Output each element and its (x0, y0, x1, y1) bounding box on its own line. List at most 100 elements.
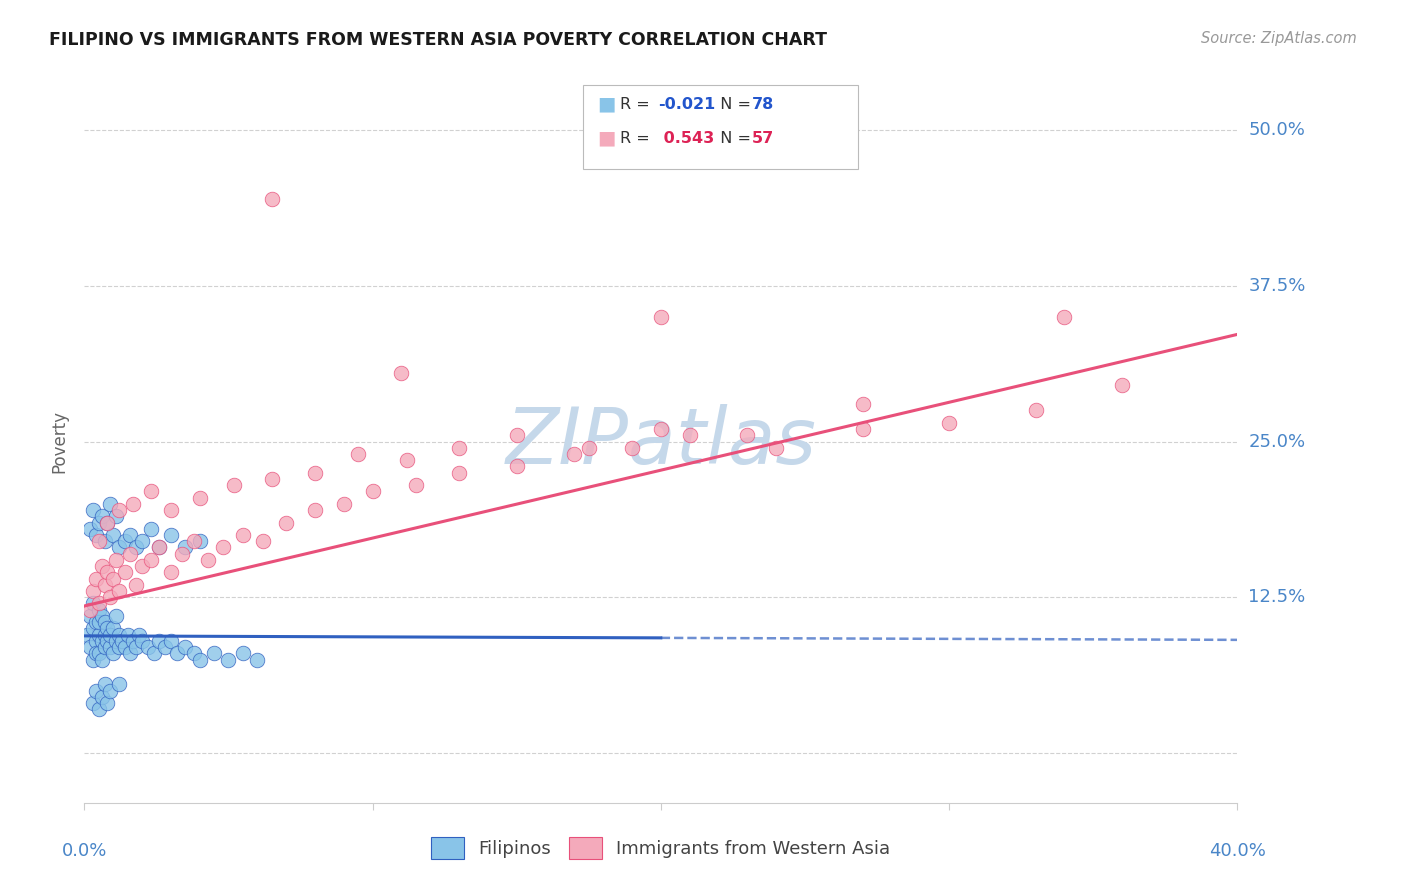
Point (172, 547, 194, 561)
Point (202, 646, 225, 660)
Point (122, 633, 145, 648)
Point (96, 621, 118, 635)
Point (114, 640, 136, 654)
Point (79, 603, 101, 617)
Point (82, 597, 104, 611)
Point (82, 584, 104, 599)
Point (128, 627, 150, 641)
Point (174, 640, 197, 654)
Point (98, 497, 121, 511)
Point (506, 428, 529, 442)
Text: N =: N = (710, 97, 756, 112)
Point (621, 441, 644, 455)
Point (87, 646, 110, 660)
Point (114, 534, 136, 549)
Point (90, 509, 112, 524)
Point (211, 541, 233, 555)
Text: 25.0%: 25.0% (1249, 433, 1306, 450)
Point (224, 478, 246, 492)
Y-axis label: Poverty: Poverty (51, 410, 69, 473)
Point (93, 615, 115, 630)
Text: 0.543: 0.543 (658, 131, 714, 145)
Point (93, 578, 115, 592)
Point (96, 696, 118, 710)
Point (98, 640, 121, 654)
Point (564, 447, 586, 461)
Point (396, 453, 419, 467)
Point (79, 640, 101, 654)
Point (232, 646, 254, 660)
Point (90, 633, 112, 648)
Point (98, 627, 121, 641)
Point (84, 683, 107, 698)
Point (148, 541, 170, 555)
Point (276, 516, 298, 530)
Point (105, 509, 128, 524)
Point (142, 646, 165, 660)
Point (105, 609, 128, 624)
Point (188, 652, 211, 666)
Point (84, 633, 107, 648)
Point (103, 572, 124, 586)
Point (84, 572, 107, 586)
Text: ZIPatlas: ZIPatlas (505, 403, 817, 480)
Text: N =: N = (710, 131, 756, 145)
Point (160, 503, 183, 517)
Point (160, 566, 183, 580)
Point (650, 422, 672, 436)
Text: 12.5%: 12.5% (1249, 588, 1306, 607)
Point (938, 416, 960, 430)
Point (96, 633, 118, 648)
Point (108, 503, 131, 517)
Point (82, 621, 104, 635)
Point (148, 541, 170, 555)
Point (188, 534, 211, 549)
Point (578, 441, 600, 455)
Text: -0.021: -0.021 (658, 97, 716, 112)
Point (333, 497, 356, 511)
Point (347, 447, 370, 461)
Text: 0.0%: 0.0% (62, 842, 107, 860)
Point (125, 541, 148, 555)
Point (218, 652, 240, 666)
Point (183, 646, 205, 660)
Text: 40.0%: 40.0% (1209, 842, 1265, 860)
Point (1025, 403, 1047, 417)
Point (160, 633, 183, 648)
Point (87, 702, 110, 716)
Point (232, 528, 254, 542)
Point (87, 597, 110, 611)
Point (84, 615, 107, 630)
Point (148, 633, 170, 648)
Point (125, 578, 148, 592)
Text: R =: R = (620, 97, 655, 112)
Point (87, 534, 110, 549)
Point (139, 484, 162, 499)
Text: 57: 57 (752, 131, 775, 145)
Text: 78: 78 (752, 97, 775, 112)
Point (852, 422, 875, 436)
Point (160, 528, 183, 542)
Point (131, 534, 153, 549)
Point (188, 491, 211, 505)
Point (737, 428, 759, 442)
Point (96, 516, 118, 530)
Point (153, 640, 176, 654)
Point (87, 603, 110, 617)
Point (79, 609, 101, 624)
Point (87, 516, 110, 530)
Point (136, 640, 159, 654)
Point (260, 192, 283, 206)
Text: R =: R = (620, 131, 655, 145)
Point (105, 633, 128, 648)
Point (449, 441, 471, 455)
Point (98, 683, 121, 698)
Point (139, 553, 162, 567)
Point (96, 516, 118, 530)
Point (650, 310, 672, 324)
Point (304, 503, 326, 517)
Point (87, 615, 110, 630)
Point (246, 652, 269, 666)
Point (93, 627, 115, 641)
Text: ■: ■ (598, 128, 616, 148)
